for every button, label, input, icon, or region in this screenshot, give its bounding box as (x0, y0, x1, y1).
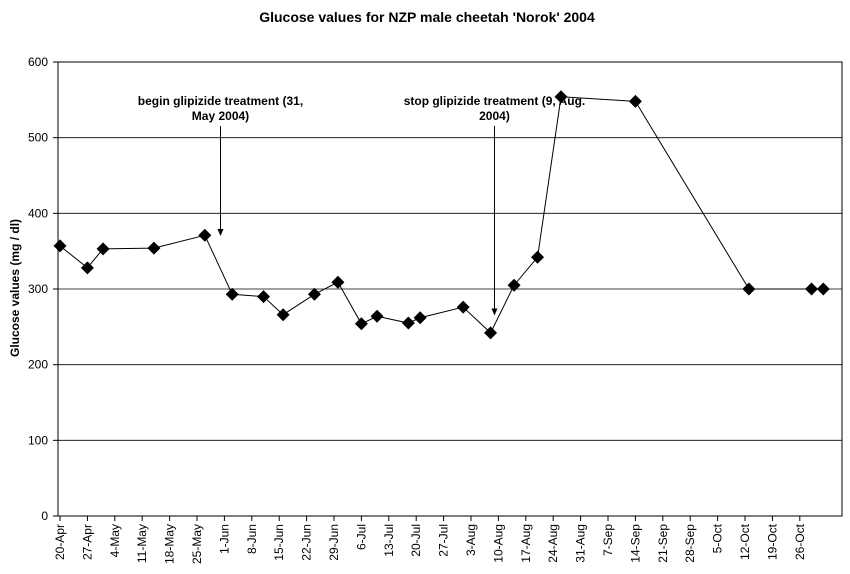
annotations: begin glipizide treatment (31,May 2004) s… (138, 94, 586, 316)
x-tick-label: 8-Jun (245, 524, 259, 554)
x-tick-label: 27-Apr (80, 524, 94, 560)
x-tick-label: 21-Sep (656, 524, 670, 563)
data-point (554, 90, 568, 104)
x-tick-label: 26-Oct (793, 523, 807, 560)
series-line (59, 96, 824, 334)
x-tick-label: 20-Jul (409, 524, 423, 557)
data-point (96, 242, 110, 256)
data-point (413, 311, 427, 325)
x-tick-label: 1-Jun (217, 524, 231, 554)
x-tick-label: 27-Jul (437, 524, 451, 557)
x-tick-label: 19-Oct (765, 523, 779, 560)
annotation-text: begin glipizide treatment (31, (138, 94, 303, 108)
annotation-text: 2004) (479, 109, 510, 123)
x-tick-label: 13-Jul (382, 524, 396, 557)
annotation-text: stop glipizide treatment (9, Aug. (404, 94, 586, 108)
data-point (805, 282, 819, 296)
y-tick-label: 400 (28, 206, 48, 220)
data-point (507, 278, 521, 292)
x-tick-label: 31-Aug (574, 524, 588, 563)
data-point (484, 326, 498, 340)
x-tick-label: 14-Sep (628, 524, 642, 563)
chart-title: Glucose values for NZP male cheetah 'Nor… (259, 9, 595, 25)
x-tick-label: 17-Aug (519, 524, 533, 563)
data-point (257, 290, 271, 304)
x-tick-label: 29-Jun (327, 524, 341, 561)
y-axis-ticks: 0 100 200 300 400 500 600 (28, 55, 58, 523)
y-tick-label: 500 (28, 131, 48, 145)
data-point (198, 228, 212, 242)
y-tick-label: 300 (28, 282, 48, 296)
data-point (456, 300, 470, 314)
data-point (225, 287, 239, 301)
y-tick-label: 600 (28, 55, 48, 69)
x-tick-label: 25-May (190, 524, 204, 564)
data-point (742, 282, 756, 296)
data-point (307, 287, 321, 301)
x-tick-label: 24-Aug (546, 524, 560, 563)
x-tick-label: 28-Sep (683, 524, 697, 563)
y-axis-label: Glucose values (mg / dl) (8, 219, 22, 357)
data-points (53, 90, 830, 340)
x-tick-label: 20-Apr (53, 524, 67, 560)
y-tick-label: 0 (41, 509, 48, 523)
x-tick-label: 12-Oct (738, 523, 752, 560)
x-tick-label: 5-Oct (711, 523, 725, 553)
gridlines (58, 137, 842, 441)
x-tick-label: 11-May (135, 524, 149, 563)
x-tick-label: 15-Jun (272, 524, 286, 561)
x-tick-label: 4-May (108, 524, 122, 557)
data-point (331, 275, 345, 289)
x-tick-label: 7-Sep (601, 524, 615, 556)
data-point (816, 282, 830, 296)
data-point (628, 94, 642, 108)
x-tick-label: 18-May (163, 524, 177, 564)
data-point (276, 308, 290, 322)
data-point (370, 309, 384, 323)
x-tick-label: 6-Jul (354, 524, 368, 550)
y-tick-label: 100 (28, 433, 48, 447)
y-tick-label: 200 (28, 358, 48, 372)
data-point (147, 241, 161, 255)
annotation-arrowhead (491, 308, 498, 316)
annotation-text: May 2004) (192, 109, 249, 123)
data-point (354, 317, 368, 331)
data-point (401, 316, 415, 330)
x-tick-label: 22-Jun (300, 524, 314, 561)
data-point (53, 239, 67, 253)
annotation-arrowhead (217, 229, 224, 237)
data-point (531, 250, 545, 264)
x-tick-label: 10-Aug (491, 524, 505, 563)
x-tick-label: 3-Aug (464, 524, 478, 556)
data-point (80, 261, 94, 275)
x-axis-ticks: 20-Apr 27-Apr 4-May 11-May 18-May 25-May 1-Jun… (53, 516, 807, 564)
plot-area (57, 61, 843, 517)
